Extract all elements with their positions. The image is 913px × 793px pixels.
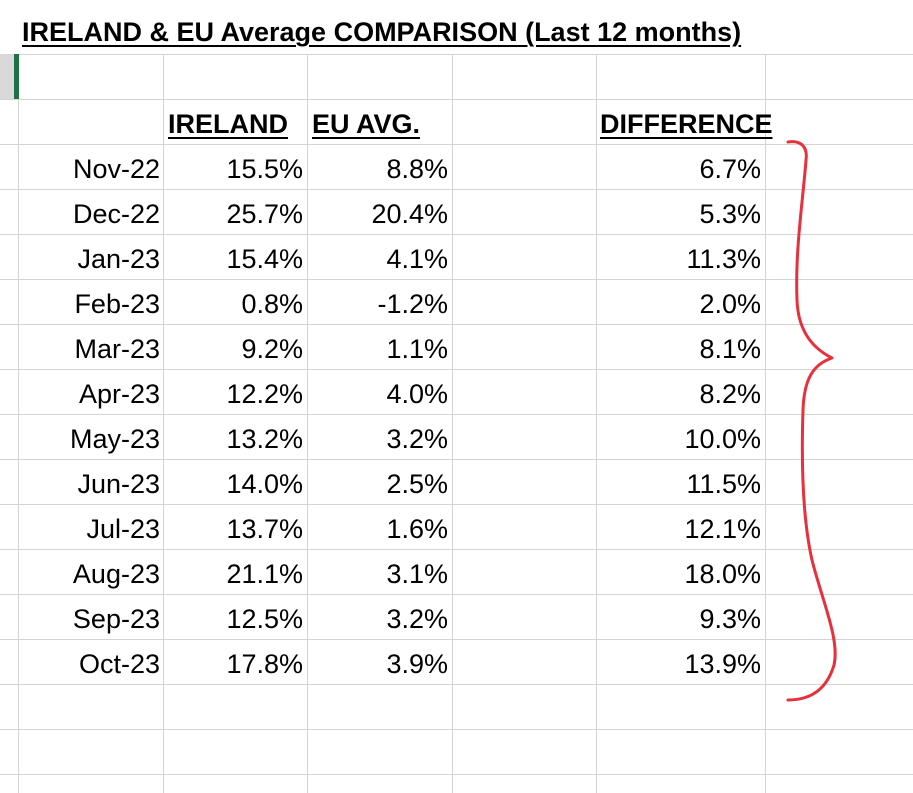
ireland-cell[interactable]: 9.2% [241, 334, 303, 364]
month-cell[interactable]: Dec-22 [72, 199, 160, 229]
ireland-cell[interactable]: 0.8% [241, 289, 303, 319]
eu-avg-cell[interactable]: 3.2% [386, 424, 448, 454]
difference-cell[interactable]: 11.3% [686, 244, 761, 274]
month-cell[interactable]: Jul-23 [86, 514, 160, 544]
difference-cell[interactable]: 13.9% [684, 649, 761, 679]
difference-cell[interactable]: 11.5% [686, 469, 761, 499]
ireland-cell[interactable]: 15.4% [226, 244, 303, 274]
month-cell[interactable]: Jan-23 [77, 244, 160, 274]
difference-cell[interactable]: 9.3% [699, 604, 761, 634]
difference-cell[interactable]: 2.0% [699, 289, 761, 319]
eu-avg-cell[interactable]: 4.1% [386, 244, 448, 274]
header-ireland[interactable]: IRELAND [168, 109, 288, 139]
ireland-cell[interactable]: 13.2% [226, 424, 303, 454]
ireland-cell[interactable]: 12.2% [226, 379, 303, 409]
difference-cell[interactable]: 12.1% [684, 514, 761, 544]
header-eu-avg[interactable]: EU AVG. [312, 109, 421, 139]
month-cell[interactable]: Jun-23 [77, 469, 160, 499]
eu-avg-cell[interactable]: 3.9% [386, 649, 448, 679]
difference-cell[interactable]: 5.3% [699, 199, 761, 229]
sheet-title[interactable]: IRELAND & EU Average COMPARISON (Last 12… [22, 17, 742, 47]
ireland-cell[interactable]: 12.5% [226, 604, 303, 634]
month-cell[interactable]: Aug-23 [72, 559, 160, 589]
active-cell-marker [14, 54, 19, 99]
eu-avg-cell[interactable]: 3.1% [386, 559, 448, 589]
month-cell[interactable]: May-23 [69, 424, 160, 454]
month-cell[interactable]: Oct-23 [78, 649, 160, 679]
eu-avg-cell[interactable]: -1.2% [377, 289, 448, 319]
month-cell[interactable]: Apr-23 [78, 379, 160, 409]
eu-avg-cell[interactable]: 20.4% [371, 199, 448, 229]
difference-cell[interactable]: 18.0% [684, 559, 761, 589]
month-cell[interactable]: Nov-22 [72, 154, 160, 184]
row-header-highlight [0, 54, 14, 99]
ireland-cell[interactable]: 17.8% [226, 649, 303, 679]
eu-avg-cell[interactable]: 1.1% [386, 334, 448, 364]
header-difference[interactable]: DIFFERENCE [600, 109, 773, 139]
ireland-cell[interactable]: 25.7% [226, 199, 303, 229]
difference-cell[interactable]: 8.2% [699, 379, 761, 409]
eu-avg-cell[interactable]: 1.6% [386, 514, 448, 544]
month-cell[interactable]: Feb-23 [74, 289, 160, 319]
eu-avg-cell[interactable]: 4.0% [386, 379, 448, 409]
difference-cell[interactable]: 8.1% [699, 334, 761, 364]
eu-avg-cell[interactable]: 3.2% [386, 604, 448, 634]
ireland-cell[interactable]: 15.5% [226, 154, 303, 184]
month-cell[interactable]: Sep-23 [72, 604, 160, 634]
month-cell[interactable]: Mar-23 [74, 334, 160, 364]
difference-cell[interactable]: 6.7% [699, 154, 761, 184]
difference-cell[interactable]: 10.0% [684, 424, 761, 454]
ireland-cell[interactable]: 13.7% [226, 514, 303, 544]
eu-avg-cell[interactable]: 2.5% [386, 469, 448, 499]
eu-avg-cell[interactable]: 8.8% [386, 154, 448, 184]
ireland-cell[interactable]: 14.0% [226, 469, 303, 499]
ireland-cell[interactable]: 21.1% [226, 559, 303, 589]
